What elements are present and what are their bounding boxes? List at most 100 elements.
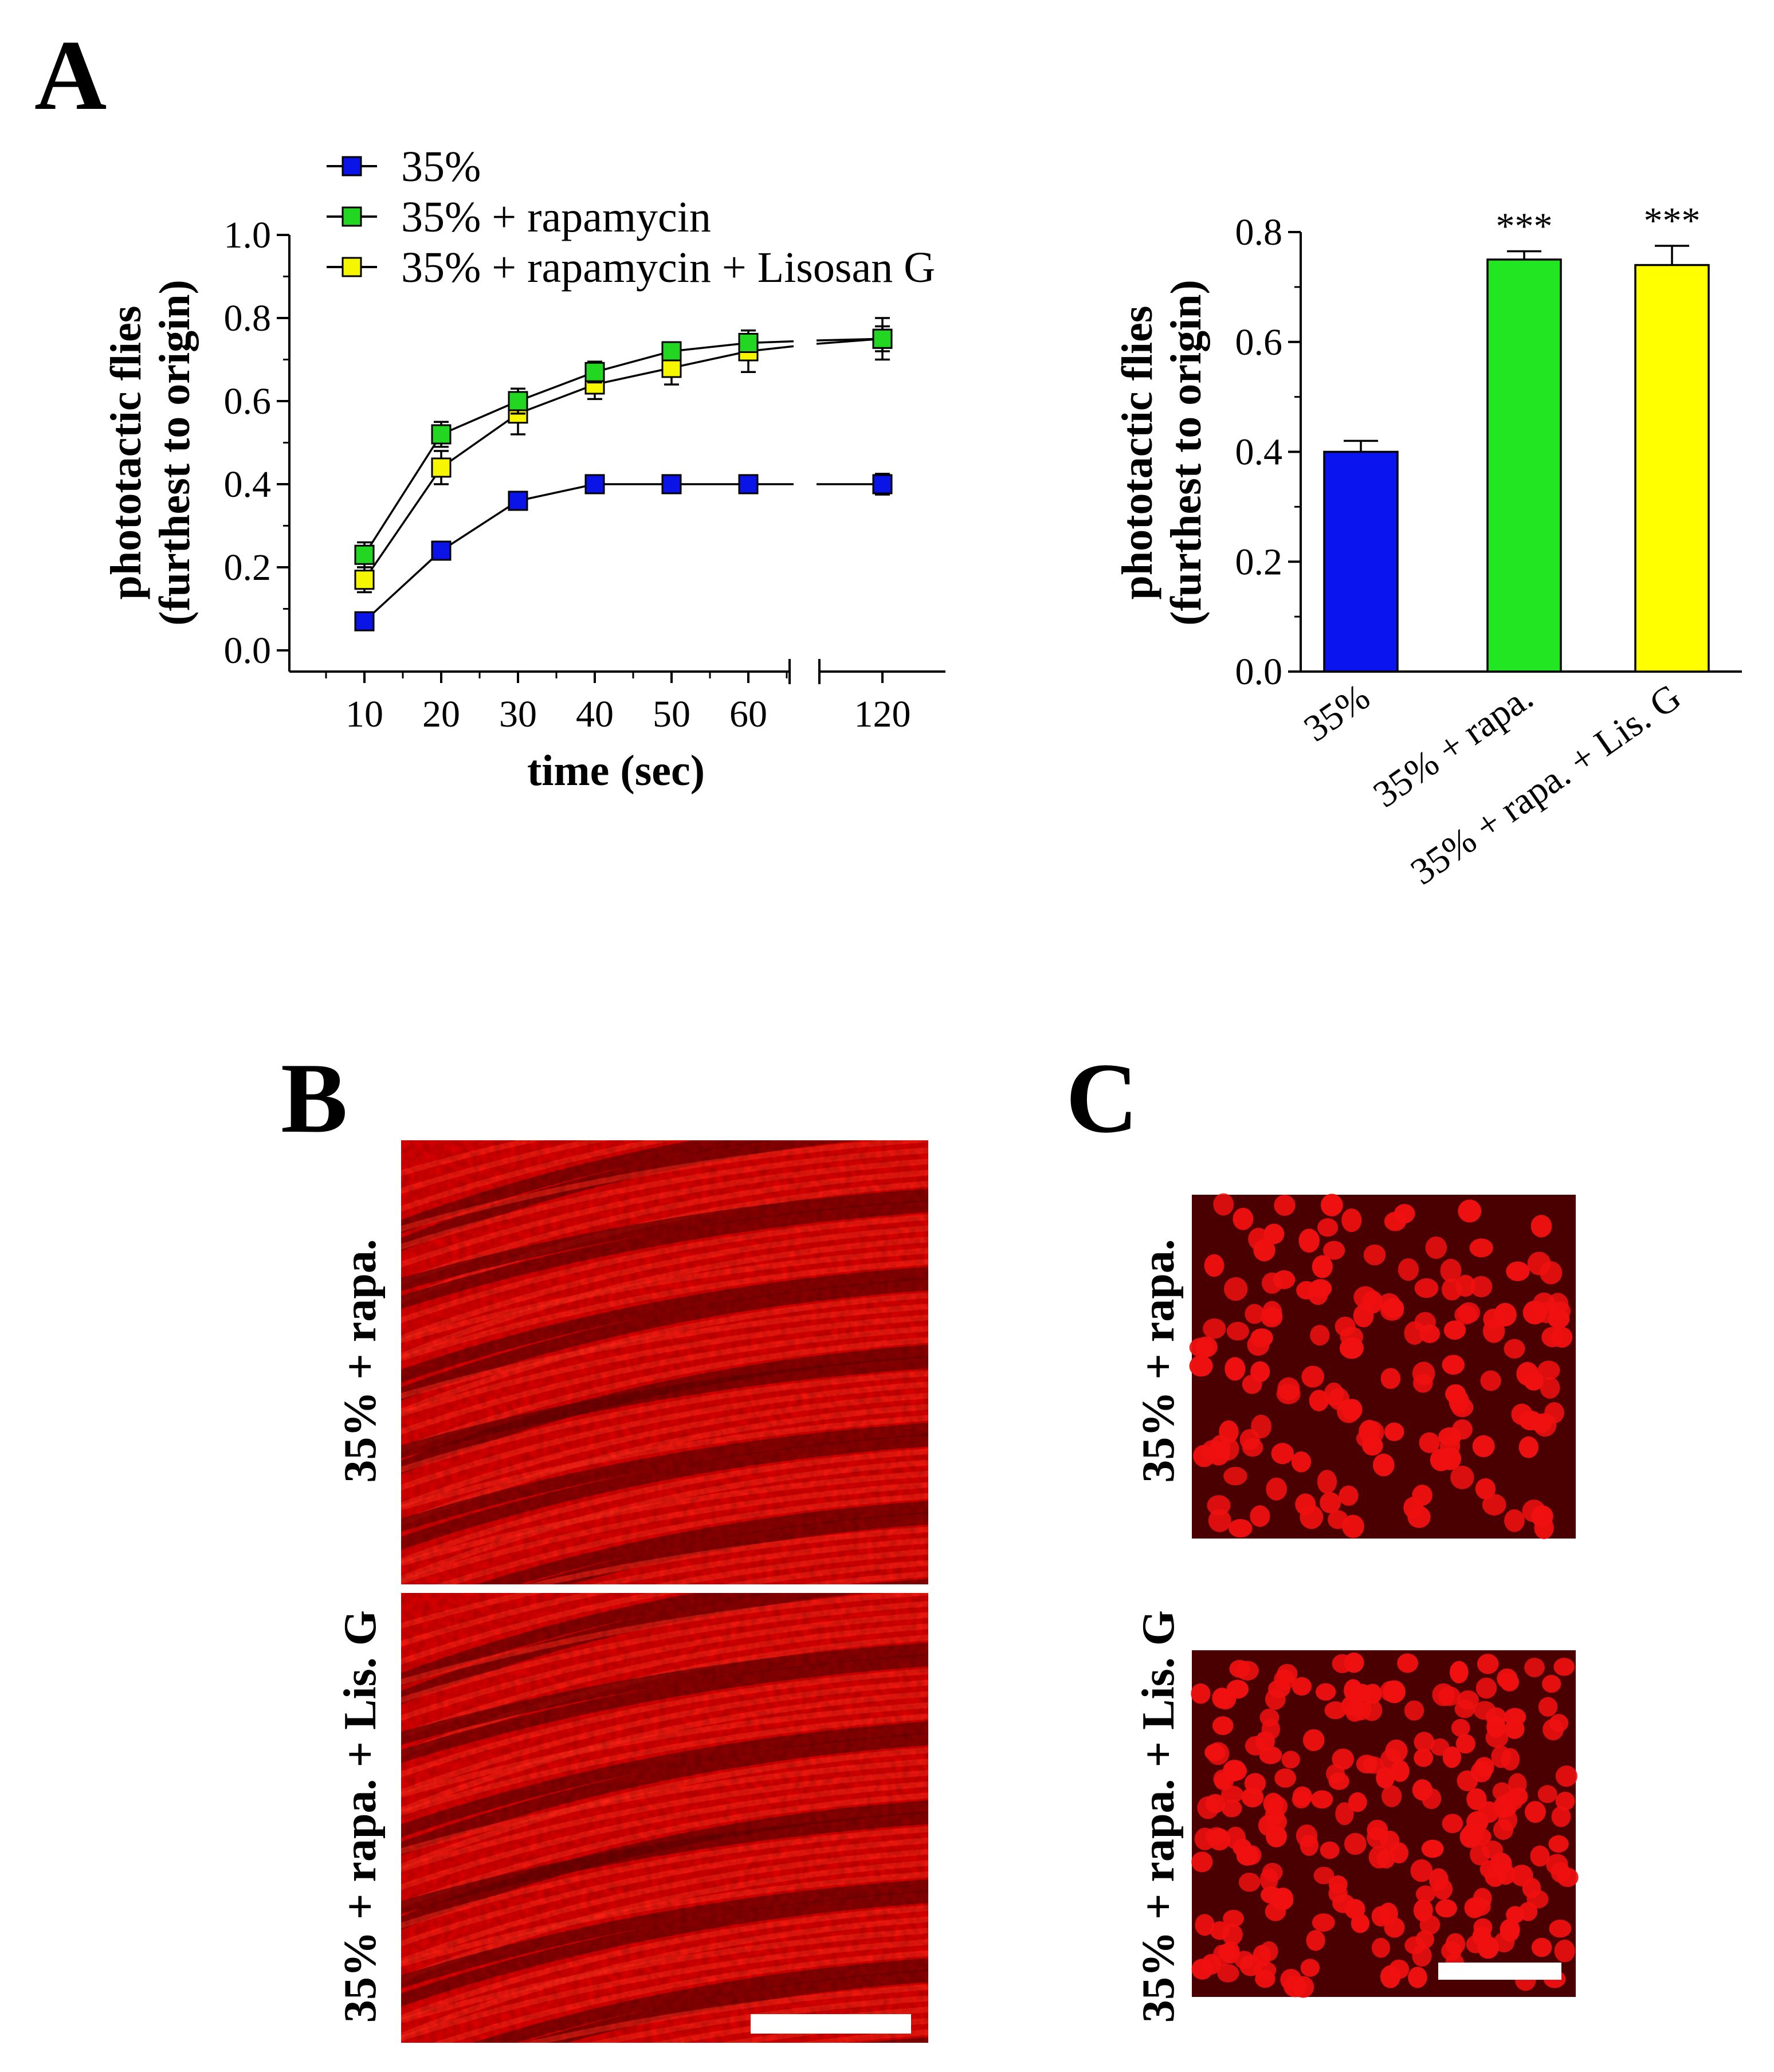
series-markers-0 xyxy=(354,473,893,631)
fiber-band xyxy=(859,2037,928,2043)
y-tick-label: 1.0 xyxy=(224,214,272,256)
nucleus xyxy=(1380,1368,1401,1390)
nucleus xyxy=(1482,1494,1506,1516)
nucleus xyxy=(1193,1445,1215,1467)
nucleus xyxy=(1458,1199,1482,1223)
nucleus xyxy=(1263,1223,1285,1245)
bar-chart-y-ticks: 0.0 0.2 0.4 0.6 0.8 xyxy=(1235,211,1301,693)
nucleus xyxy=(1292,1976,1314,1998)
nucleus xyxy=(1353,1286,1377,1309)
nucleus xyxy=(1384,1422,1404,1441)
data-point xyxy=(661,474,682,495)
nucleus xyxy=(1380,1830,1400,1851)
nucleus xyxy=(1531,1937,1552,1957)
nucleus xyxy=(1241,1787,1264,1808)
nucleus xyxy=(1540,1377,1560,1399)
nucleus xyxy=(1376,1849,1395,1869)
nucleus xyxy=(1491,1745,1511,1768)
nucleus xyxy=(1351,1913,1369,1933)
panel-b-micrographs: 35% + rapa. 35% + rapa. + Lis. G xyxy=(335,1140,928,2043)
nucleus xyxy=(1493,1796,1513,1819)
nucleus xyxy=(1451,1718,1470,1737)
category-label: 35% xyxy=(1297,676,1377,749)
line-chart-axes xyxy=(288,235,945,684)
nucleus xyxy=(1542,1674,1561,1693)
nucleus xyxy=(1317,1470,1337,1494)
x-tick-label: 50 xyxy=(653,693,690,735)
legend-label: 35% xyxy=(401,143,481,191)
nucleus xyxy=(1224,1277,1248,1301)
data-point xyxy=(661,358,682,378)
nucleus xyxy=(1204,1254,1224,1277)
nucleus xyxy=(1442,1278,1462,1301)
nucleus xyxy=(1419,1432,1440,1453)
nucleus xyxy=(1295,1493,1316,1516)
nucleus xyxy=(1253,1945,1271,1967)
nucleus xyxy=(1210,1921,1230,1940)
y-tick-label: 0.0 xyxy=(224,630,272,672)
nucleus xyxy=(1226,1679,1249,1699)
nucleus xyxy=(1223,1760,1245,1782)
nucleus xyxy=(1530,1845,1550,1867)
nucleus xyxy=(1443,1320,1466,1340)
nucleus xyxy=(1384,1917,1405,1938)
data-point xyxy=(661,341,682,362)
nucleus xyxy=(1414,1278,1439,1298)
panel-c-row-label-2: 35% + rapa. + Lis. G xyxy=(1133,1610,1184,2023)
nucleus xyxy=(1548,1309,1570,1329)
nucleus xyxy=(1546,1854,1568,1875)
nucleus xyxy=(1480,1370,1501,1391)
nucleus xyxy=(1224,1357,1246,1381)
nucleus xyxy=(1504,1509,1525,1532)
micrograph-b-rapa xyxy=(401,1140,928,1584)
legend-marker xyxy=(342,156,362,176)
nucleus xyxy=(1321,1194,1343,1216)
nucleus xyxy=(1464,1897,1485,1918)
nucleus xyxy=(1394,1204,1415,1224)
nucleus xyxy=(1410,1859,1433,1882)
bar-chart-y-label-line2: (furthest to origin) xyxy=(1162,280,1210,626)
panel-letter-c: C xyxy=(1066,1042,1138,1153)
nucleus xyxy=(1439,1447,1461,1470)
micrograph-c-rapa-lis xyxy=(1191,1650,1579,1998)
nucleus xyxy=(1547,1293,1569,1315)
nucleus xyxy=(1236,1661,1259,1681)
nucleus xyxy=(1281,1751,1300,1769)
line-chart-x-ticks: 10 20 30 40 50 60 120 xyxy=(325,672,911,735)
nucleus xyxy=(1505,1719,1525,1739)
nucleus xyxy=(1245,1736,1266,1756)
panel-b-row-label-1: 35% + rapa. xyxy=(335,1239,386,1483)
nucleus xyxy=(1525,1800,1546,1823)
nucleus xyxy=(1262,1301,1282,1324)
nucleus xyxy=(1300,1959,1320,1977)
nucleus xyxy=(1506,1261,1530,1281)
nucleus xyxy=(1189,1337,1214,1357)
nucleus xyxy=(1450,1465,1474,1489)
nucleus xyxy=(1197,1796,1219,1819)
nucleus xyxy=(1472,1435,1495,1458)
nucleus xyxy=(1341,1208,1362,1233)
scale-bar-b xyxy=(751,2014,911,2034)
nucleus xyxy=(1440,1258,1462,1282)
x-tick-label: 20 xyxy=(422,693,460,735)
nucleus xyxy=(1210,1435,1231,1459)
data-point xyxy=(354,611,375,631)
nucleus xyxy=(1541,1327,1564,1348)
scale-bar-c xyxy=(1438,1963,1561,1980)
micrograph-b-rapa-lis xyxy=(401,1593,928,2043)
y-tick-label: 0.4 xyxy=(224,464,272,505)
nucleus xyxy=(1470,1276,1493,1298)
line-chart: 0.0 0.2 0.4 0.6 0.8 1.0 10 20 30 40 50 60 120 photo… xyxy=(102,143,945,795)
nucleus xyxy=(1383,1680,1406,1704)
data-point xyxy=(431,457,452,478)
line-chart-x-label: time (sec) xyxy=(527,747,705,795)
nucleus xyxy=(1442,1355,1465,1375)
nucleus xyxy=(1212,1688,1232,1709)
nucleus xyxy=(1323,1241,1345,1260)
series-line xyxy=(816,338,883,342)
nucleus xyxy=(1470,1843,1490,1866)
nucleus xyxy=(1397,1653,1419,1673)
micrograph-c-rapa xyxy=(1189,1193,1576,1539)
nucleus xyxy=(1462,1823,1483,1846)
nucleus xyxy=(1361,1699,1383,1721)
